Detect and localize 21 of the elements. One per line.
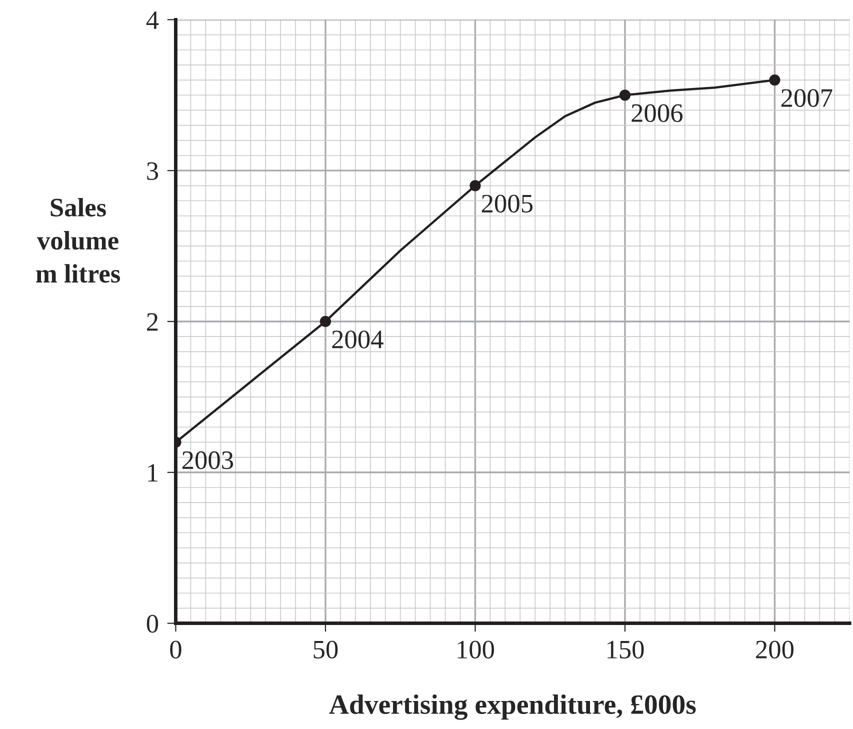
y-tick-label: 1 — [148, 464, 158, 482]
y-tick-label: 2 — [147, 313, 158, 331]
annotation: 2005 — [482, 194, 533, 213]
y-tick-label: 4 — [146, 11, 159, 29]
y-tick-label: 3 — [147, 162, 158, 180]
annotation: 2006 — [632, 104, 683, 122]
x-tick-label: 0 — [170, 640, 182, 659]
x-tick-label: 50 — [314, 640, 338, 659]
y-tick-label: 0 — [146, 614, 158, 633]
point — [619, 90, 631, 101]
point — [769, 74, 780, 86]
point — [470, 180, 481, 192]
x-axis-title: Advertising expenditure, £000s — [329, 694, 696, 720]
x-tick-label: 150 — [607, 640, 644, 659]
annotation: 2003 — [182, 451, 234, 470]
x-tick-label: 100 — [458, 640, 494, 659]
x-tick-label: 200 — [756, 640, 794, 659]
y-axis-title: Sales volume m litres — [36, 198, 120, 283]
point — [320, 316, 332, 328]
annotation: 2007 — [781, 89, 832, 107]
annotation: 2004 — [332, 330, 384, 348]
